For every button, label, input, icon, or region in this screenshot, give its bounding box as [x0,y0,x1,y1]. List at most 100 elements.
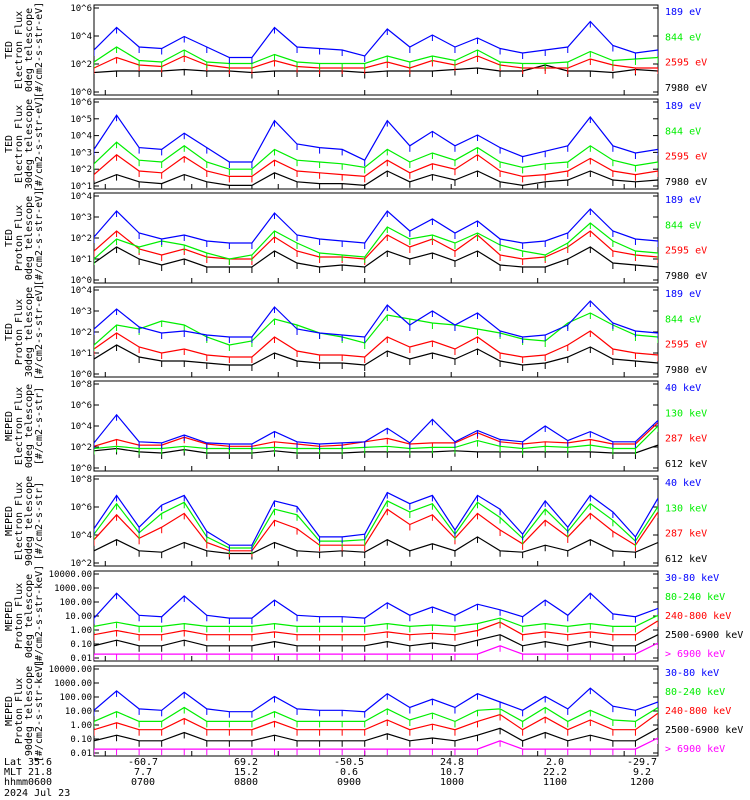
y-tick-label: 10^2 [70,165,92,175]
legend-entry: 844 eV [665,126,701,137]
y-tick-label: 10.00 [65,612,92,622]
legend-entry: 612 keV [665,554,707,565]
legend-entry: 2595 eV [665,58,707,69]
y-tick-label: 10^4 [70,286,92,296]
panel-frame [93,4,659,96]
legend-entry: > 6900 keV [665,649,725,660]
series-line-blue [94,491,658,546]
y-axis-label-line: 30deg telescope [24,287,35,377]
footer-hhmm-6: 1200 [630,777,654,788]
series-line-green [94,141,658,170]
legend-entry: 130 keV [665,408,707,419]
y-tick-label: 10^6 [70,4,92,14]
y-axis-label-line: TED [4,41,15,59]
series-line-black [94,536,658,555]
legend-entry: 612 keV [665,459,707,470]
panel-7: 10000.00 1000.00 100.00 10.00 1.00 0.10 0.01 ME… [4,565,743,667]
series-line-blue [94,300,658,338]
panel-5: 10^8 10^6 10^4 10^2 10^0 MEPED Electron Flux 0d… [4,380,707,474]
footer-lat-5: 2.0 [546,757,564,768]
y-tick-label: 10^4 [70,32,92,42]
series-line-black [94,170,658,187]
series-group [94,491,658,560]
y-tick-label: 10^0 [70,276,92,286]
series-line-black [94,246,658,268]
legend-entry: 189 eV [665,7,701,18]
footer-date-label: 2024 Jul 23 [4,788,70,799]
series-line-red [94,508,658,552]
series-group [94,114,658,189]
legend-entry: 844 eV [665,220,701,231]
series-group [94,592,658,661]
legend-entry: 287 keV [665,529,707,540]
footer-row-label-hhmm: hhmm [4,777,28,788]
y-tick-label: 100.00 [59,693,92,703]
series-line-red [94,422,658,447]
series-line-blue [94,413,658,445]
footer-lat-0: 35.6 [28,757,52,768]
y-axis-label-line: Proton Flux [14,205,25,271]
footer-hhmm-5: 1100 [543,777,567,788]
y-tick-label: 10^5 [70,115,92,125]
legend-entry: 189 eV [665,289,701,300]
panels: 10^6 10^4 10^2 10^0 TED Electron Flux 0deg tel… [4,2,743,762]
legend-entry: 7980 eV [665,271,707,282]
y-tick-label: 10^2 [70,328,92,338]
series-group [94,20,658,79]
panel-frame [93,192,659,284]
legend-entry: 844 eV [665,314,701,325]
panel-2: 10^6 10^5 10^4 10^3 10^2 10^1 TED Electron Flux… [4,96,707,192]
panel-frame [93,98,659,190]
y-tick-label: 10^6 [70,401,92,411]
series-line-black [94,444,658,454]
legend-entry: 189 eV [665,101,701,112]
legend-entry: 240-800 keV [665,706,731,717]
legend-entry: > 6900 keV [665,744,725,755]
y-axis-label-line: [#/cm2-s-str-eV] [34,96,45,192]
y-axis-label-line: [#/cm2-s-str-eV] [34,190,45,286]
y-tick-label: 10^0 [70,88,92,98]
y-tick-label: 10^0 [70,370,92,380]
y-tick-label: 0.10 [70,640,92,650]
legend-entry: 40 keV [665,383,701,394]
legend-entry: 844 eV [665,32,701,43]
series-line-black [94,64,658,74]
legend-entry: 2500-6900 keV [665,630,743,641]
y-tick-label: 10^1 [70,182,92,192]
footer-hhmm-2: 0800 [234,777,258,788]
y-tick-label: 10^8 [70,380,92,390]
y-tick-label: 10^2 [70,60,92,70]
y-axis-label-line: Electron Flux [14,387,25,465]
y-tick-label: 10^4 [70,132,92,142]
series-group [94,208,658,273]
footer-hhmm-3: 0900 [337,777,361,788]
footer-mlt-1: 7.7 [134,767,152,778]
series-group [94,413,658,459]
y-axis-label-line: [#/cm2-s-str-eV] [34,284,45,380]
series-line-black [94,727,658,742]
footer-lat-6: -29.7 [627,757,657,768]
footer-hhmm-1: 0700 [131,777,155,788]
series-line-blue [94,208,658,244]
y-tick-label: 1000.00 [54,679,92,689]
y-tick-label: 0.01 [70,654,92,664]
footer-mlt-3: 0.6 [340,767,358,778]
y-tick-label: 10^4 [70,422,92,432]
y-tick-label: 0.01 [70,749,92,759]
y-tick-label: 10000.00 [49,570,92,580]
y-axis-label-line: [#/cm2-s-str-eV] [34,2,45,98]
footer-mlt-5: 22.2 [543,767,567,778]
y-axis-label-line: Proton Flux [14,583,25,649]
y-tick-label: 100.00 [59,598,92,608]
series-line-green [94,614,658,628]
footer-hhmm-0: 0600 [28,777,52,788]
legend-entry: 30-80 keV [665,573,719,584]
panel-1: 10^6 10^4 10^2 10^0 TED Electron Flux 0deg tel… [4,2,707,98]
y-tick-label: 1.00 [70,626,92,636]
y-axis-label-line: 0deg telescope [24,8,35,92]
y-tick-label: 10000.00 [49,665,92,675]
legend-entry: 189 eV [665,195,701,206]
time-axis-footer: Lat MLT hhmm 2024 Jul 23 35.6 21.8 0600 … [4,757,657,799]
y-axis-label-line: MEPED [4,601,15,631]
y-axis-label-line: 90deg telescope [24,476,35,566]
